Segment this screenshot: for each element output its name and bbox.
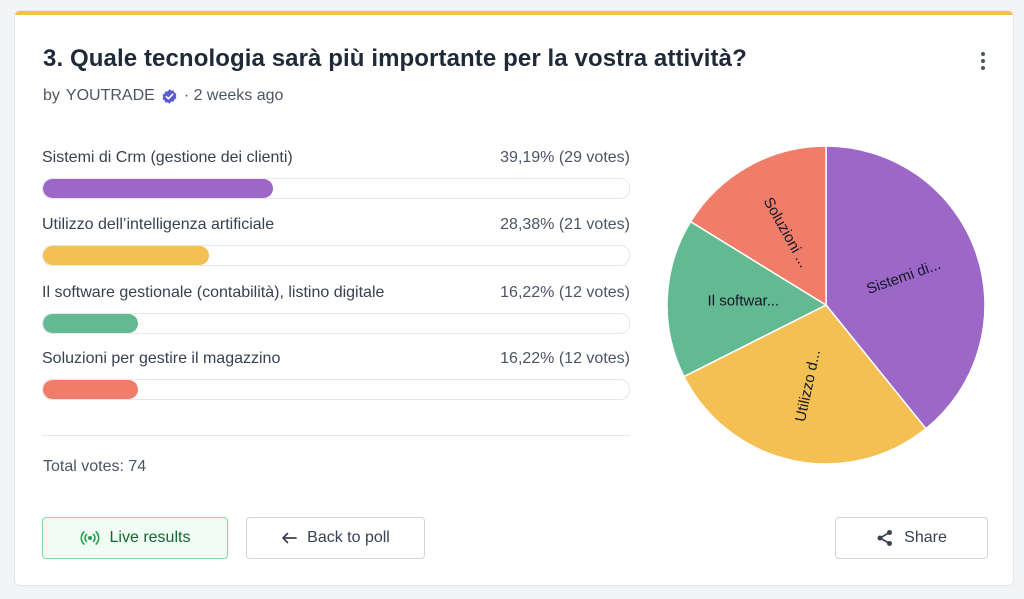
option-label: Soluzioni per gestire il magazzino — [42, 350, 281, 367]
option-progress-fill — [43, 314, 139, 333]
live-results-button[interactable]: Live results — [42, 517, 228, 559]
pie-slice-label: Il softwar... — [708, 292, 780, 309]
pie-slice[interactable] — [689, 145, 827, 307]
author-name[interactable]: YOUTRADE — [65, 87, 155, 104]
pie-slice[interactable] — [825, 145, 986, 430]
total-votes: Total votes: 74 — [43, 458, 147, 475]
accent-bar — [15, 11, 1013, 15]
option-result: 28,38% (21 votes) — [500, 216, 630, 233]
option-label: Utilizzo dell’intelligenza artificiale — [42, 216, 275, 233]
option-label: Il software gestionale (contabilità), li… — [42, 284, 385, 301]
arrow-left-icon — [282, 532, 297, 544]
option-progress-track — [42, 178, 630, 199]
share-label: Share — [904, 529, 947, 546]
option-progress-track — [42, 379, 630, 400]
poll-title: 3. Quale tecnologia sarà più importante … — [43, 45, 747, 72]
pie-chart-svg: Sistemi di...Utilizzo d...Il softwar...S… — [666, 145, 986, 465]
verified-badge-icon — [162, 88, 177, 104]
poll-results-card: 3. Quale tecnologia sarà più importante … — [14, 10, 1014, 586]
results-pie-chart: Sistemi di... Utilizzo d... Il softwar... S… — [665, 144, 987, 466]
option-result: 16,22% (12 votes) — [500, 284, 630, 301]
poll-option: Utilizzo dell’intelligenza artificiale 2… — [42, 215, 630, 266]
back-to-poll-button[interactable]: Back to poll — [246, 517, 425, 559]
option-progress-fill — [43, 246, 210, 265]
live-results-label: Live results — [109, 529, 191, 546]
poll-option: Soluzioni per gestire il magazzino 16,22… — [42, 349, 630, 400]
broadcast-icon — [80, 531, 100, 545]
post-time: · 2 weeks ago — [183, 87, 284, 104]
option-progress-fill — [43, 380, 139, 399]
byline: by YOUTRADE · 2 weeks ago — [43, 87, 283, 105]
pie-slice[interactable] — [666, 220, 828, 378]
divider — [42, 435, 630, 436]
author-prefix: by — [43, 87, 60, 104]
share-icon — [877, 530, 893, 546]
poll-option: Sistemi di Crm (gestione dei clienti) 39… — [42, 148, 630, 199]
option-result: 39,19% (29 votes) — [500, 149, 630, 166]
poll-option: Il software gestionale (contabilità), li… — [42, 283, 630, 334]
back-to-poll-label: Back to poll — [307, 529, 390, 546]
option-label: Sistemi di Crm (gestione dei clienti) — [42, 149, 293, 166]
option-result: 16,22% (12 votes) — [500, 350, 630, 367]
share-button[interactable]: Share — [835, 517, 988, 559]
option-progress-track — [42, 245, 630, 266]
option-progress-track — [42, 313, 630, 334]
pie-slice[interactable] — [683, 304, 927, 465]
option-progress-fill — [43, 179, 273, 198]
kebab-menu-icon[interactable] — [973, 49, 993, 73]
